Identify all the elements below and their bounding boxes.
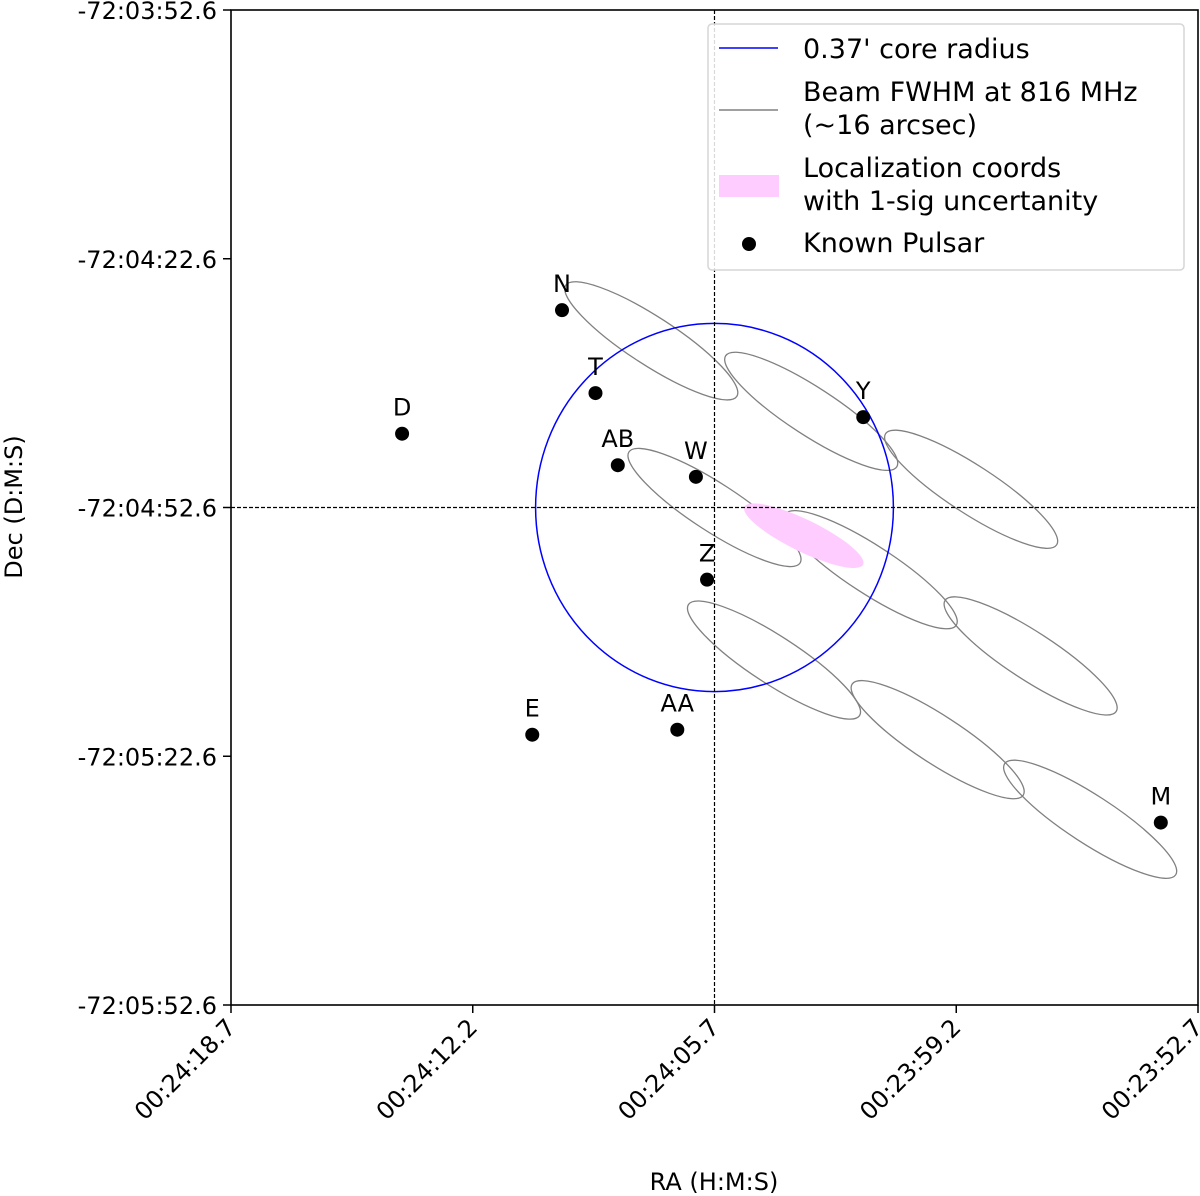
pulsar-marker-z: [700, 572, 715, 587]
pulsar-marker-m: [1153, 815, 1168, 830]
pulsar-marker-ab: [610, 458, 625, 473]
y-tick-label: -72:03:52.6: [78, 0, 217, 25]
legend-pulsar-label: Known Pulsar: [803, 228, 985, 259]
pulsar-marker-e: [525, 727, 540, 742]
x-tick-label: 00:23:59.2: [854, 1013, 966, 1125]
y-tick-label: -72:04:52.6: [78, 495, 217, 523]
beam-ellipse: [686, 600, 862, 720]
pulsar-label-ab: AB: [601, 425, 634, 453]
x-tick-label: 00:24:18.7: [129, 1013, 241, 1125]
beam-ellipse: [850, 679, 1025, 800]
beam-ellipses: [564, 281, 1178, 880]
beam-ellipse: [564, 281, 739, 401]
x-tick-label: 00:23:52.7: [1096, 1013, 1200, 1125]
legend-core-label: 0.37' core radius: [803, 34, 1030, 65]
legend: 0.37' core radius Beam FWHM at 816 MHz (…: [707, 23, 1185, 271]
legend-localization-label-2: with 1-sig uncertanity: [803, 186, 1098, 217]
beam-ellipse: [1002, 759, 1178, 880]
legend-localization-label-1: Localization coords: [803, 153, 1061, 184]
x-tick-label: 00:24:05.7: [613, 1013, 725, 1125]
pulsar-marker-d: [395, 426, 410, 441]
x-axis: 00:24:18.7 00:24:12.2 00:24:05.7 00:23:59.2…: [129, 1005, 1200, 1126]
beam-ellipse: [783, 509, 958, 630]
beam-ellipse: [883, 429, 1059, 549]
legend-frame: [707, 23, 1185, 271]
y-tick-label: -72:05:22.6: [78, 743, 217, 771]
pulsar-label-d: D: [393, 394, 411, 422]
pulsar-label-w: W: [684, 437, 708, 465]
localization-ellipse: [744, 503, 864, 569]
pulsar-label-t: T: [587, 353, 603, 381]
pulsar-label-z: Z: [699, 540, 715, 568]
pulsar-label-aa: AA: [661, 690, 695, 718]
pulsar-label-m: M: [1150, 783, 1171, 811]
legend-beam-label-2: (~16 arcsec): [803, 110, 977, 141]
y-axis-label: Dec (D:M:S): [0, 435, 28, 578]
legend-pulsar-marker: [742, 237, 756, 251]
beam-ellipse: [724, 351, 899, 472]
y-tick-label: -72:04:22.6: [78, 246, 217, 274]
legend-localization-swatch: [719, 175, 779, 197]
beam-ellipse: [627, 447, 802, 568]
y-axis: -72:03:52.6 -72:04:22.6 -72:04:52.6 -72:05:…: [78, 0, 231, 1020]
beam-ellipse: [943, 596, 1118, 716]
pulsar-label-n: N: [553, 270, 571, 298]
y-tick-label: -72:05:52.6: [78, 992, 217, 1020]
pulsar-label-y: Y: [855, 377, 871, 405]
pulsar-marker-t: [588, 386, 603, 401]
pulsar-label-e: E: [525, 695, 540, 723]
pulsar-marker-w: [688, 469, 703, 484]
pulsars: N T D AB W Y Z E AA M: [393, 270, 1171, 830]
legend-beam-label-1: Beam FWHM at 816 MHz: [803, 77, 1138, 108]
pulsar-marker-n: [555, 303, 570, 318]
pulsar-marker-y: [856, 410, 871, 425]
x-axis-label: RA (H:M:S): [650, 1168, 779, 1196]
pulsar-marker-aa: [670, 722, 685, 737]
x-tick-label: 00:24:12.2: [371, 1013, 483, 1125]
